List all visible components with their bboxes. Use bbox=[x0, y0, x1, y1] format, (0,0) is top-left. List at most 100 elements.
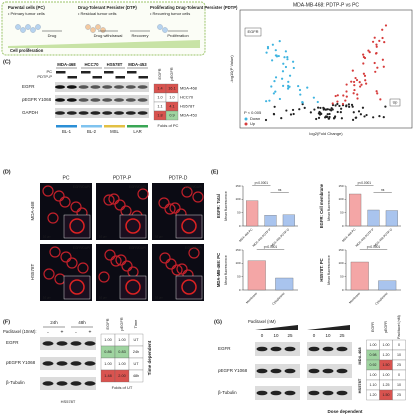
volcano-dot bbox=[283, 56, 286, 59]
cell-icon bbox=[162, 27, 168, 33]
stage-title: Drug-Tolerant Persister (DTP) bbox=[78, 5, 137, 10]
chart-title: EGFR: Total bbox=[216, 194, 221, 218]
scale-label: 10 µm bbox=[99, 235, 107, 239]
label: MSL bbox=[110, 129, 119, 134]
x-tick-label: MDA-468 PC bbox=[341, 227, 357, 243]
label: EGFR bbox=[157, 68, 162, 79]
band bbox=[90, 98, 101, 102]
stain-label: EGFR/DAPI bbox=[185, 185, 202, 189]
volcano-dot bbox=[373, 61, 376, 65]
blot bbox=[55, 108, 149, 118]
label: 24h bbox=[50, 320, 58, 325]
volcano-dot bbox=[315, 117, 318, 121]
cond-bar bbox=[92, 76, 102, 79]
label: 0 bbox=[261, 333, 264, 338]
cell-stain bbox=[77, 262, 89, 274]
blot-label: GAPDH bbox=[22, 110, 38, 115]
volcano-dot bbox=[323, 107, 326, 110]
volcano-dot bbox=[326, 108, 329, 111]
volcano-dot bbox=[303, 106, 306, 109]
scale-label: 10 µm bbox=[155, 235, 163, 239]
cell-icon bbox=[95, 24, 101, 30]
panel-label: (G) bbox=[214, 319, 222, 325]
axis-label: Cell proliferation bbox=[10, 48, 44, 53]
table-value: 1.50 bbox=[383, 393, 390, 397]
volcano-dot bbox=[327, 117, 330, 120]
y-tick-label: 150 bbox=[338, 248, 343, 252]
label: LAR bbox=[133, 129, 141, 134]
stage-note: • Residual tumor cells bbox=[78, 11, 117, 16]
volcano-dot bbox=[353, 88, 356, 92]
band bbox=[70, 361, 82, 366]
cell-stain bbox=[165, 258, 177, 270]
volcano-dot bbox=[280, 117, 283, 120]
cell-stain bbox=[181, 186, 193, 198]
dose-wedge bbox=[255, 325, 298, 330]
volcano-dot bbox=[359, 85, 362, 88]
label: Paclitaxel (nM) bbox=[248, 319, 276, 324]
zoom-box bbox=[119, 214, 147, 239]
legend-dot bbox=[244, 122, 248, 126]
cell-icon bbox=[30, 27, 36, 33]
label: 10 bbox=[325, 333, 331, 338]
blot-label: β-Tubulin bbox=[218, 390, 237, 395]
volcano-dot bbox=[282, 84, 285, 87]
cell-icon bbox=[35, 24, 41, 30]
blot-label: EGFR bbox=[218, 346, 231, 351]
volcano-dot bbox=[355, 78, 359, 82]
legend-item: Down bbox=[250, 116, 260, 121]
table-value: 1.00 bbox=[370, 343, 377, 347]
heat-value: 16.1 bbox=[168, 87, 175, 91]
annotation: ns bbox=[278, 188, 282, 192]
stage-note: • Primary tumor cells bbox=[8, 11, 45, 16]
label: Mean fluorescence bbox=[224, 255, 228, 285]
band bbox=[102, 98, 113, 102]
label: PC bbox=[63, 175, 70, 181]
label: PDTP-P bbox=[37, 74, 52, 79]
tag-box bbox=[389, 98, 401, 107]
volcano-dot bbox=[351, 69, 354, 72]
volcano-dot bbox=[336, 94, 339, 97]
volcano-dot bbox=[374, 70, 377, 73]
zoom-box bbox=[175, 214, 203, 239]
label: HCC70 bbox=[84, 62, 99, 67]
y-tick-label: 50 bbox=[340, 274, 344, 278]
table-value: 10 bbox=[397, 383, 401, 387]
band bbox=[114, 111, 124, 115]
y-tick-label: 150 bbox=[235, 184, 240, 188]
band bbox=[84, 341, 96, 346]
volcano-dot bbox=[319, 106, 322, 110]
volcano-dot bbox=[358, 80, 361, 84]
volcano-dot bbox=[280, 77, 284, 80]
panel-label: (C) bbox=[3, 59, 11, 65]
cell-stain bbox=[60, 251, 72, 263]
chart-title: MDA-MB-468: PC bbox=[216, 253, 221, 287]
label: pEGFR bbox=[119, 317, 124, 330]
bar bbox=[378, 280, 397, 291]
cell-stain bbox=[47, 212, 59, 224]
volcano-dot bbox=[352, 80, 356, 84]
blot-label: EGFR bbox=[6, 340, 19, 345]
cell-stain bbox=[42, 185, 54, 197]
volcano-dot bbox=[278, 97, 282, 101]
cell-icon bbox=[20, 27, 26, 33]
subtype-bar bbox=[104, 125, 125, 128]
y-tick-label: 100 bbox=[338, 197, 343, 201]
cell-stain bbox=[53, 190, 65, 202]
band bbox=[125, 85, 136, 89]
volcano-dot bbox=[374, 52, 378, 55]
volcano-dot bbox=[373, 36, 376, 39]
band bbox=[322, 390, 334, 396]
zoom-box bbox=[63, 275, 91, 300]
table-value: 1.00 bbox=[118, 338, 125, 342]
chart-title: HS578T: PC bbox=[319, 258, 324, 281]
volcano-dot bbox=[301, 103, 304, 106]
cell-stain bbox=[66, 257, 78, 269]
label: + bbox=[89, 329, 92, 335]
y-tick-label: 50 bbox=[340, 210, 344, 214]
table-value: 24h bbox=[133, 350, 139, 354]
volcano-dot bbox=[297, 84, 300, 88]
table-value: 1.00 bbox=[383, 343, 390, 347]
volcano-dot bbox=[284, 65, 288, 69]
cell-stain bbox=[114, 199, 126, 211]
